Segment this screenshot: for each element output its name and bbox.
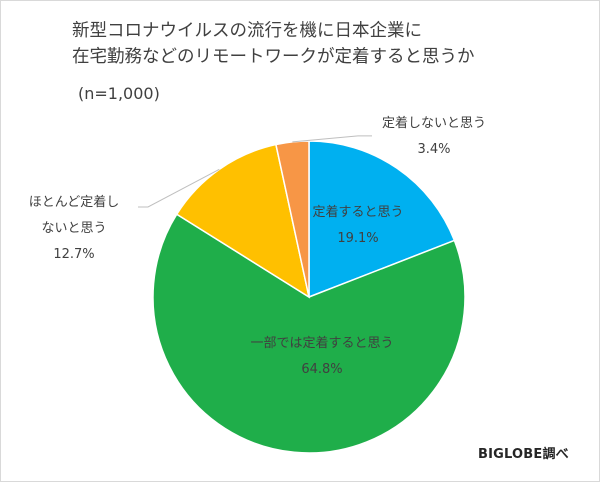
- slice-label-hotondo-teichaku-shinai-line-2: ないと思う: [41, 221, 106, 236]
- sample-size-note: (n=1,000): [78, 84, 160, 103]
- slice-value-teichaku-suru: 19.1%: [337, 231, 378, 246]
- pie-slice-hotondo-teichaku-shinai: [175, 143, 311, 299]
- chart-title: 新型コロナウイルスの流行を機に日本企業に 在宅勤務などのリモートワークが定着する…: [72, 18, 475, 70]
- slice-label-teichaku-suru: 定着すると思う: [312, 204, 403, 220]
- chart-title-line-1: 新型コロナウイルスの流行を機に日本企業に: [72, 21, 422, 41]
- pie-slice-teichaku-suru: [308, 140, 456, 299]
- slice-label-teichaku-shinai: 定着しないと思う: [382, 115, 486, 131]
- slice-label-hotondo-teichaku-shinai-line-1: ほとんど定着し: [29, 194, 120, 210]
- pie-slice-ichibu-teichaku: [152, 213, 466, 454]
- slice-label-ichibu-teichaku: 一部では定着すると思う: [250, 335, 393, 351]
- leader-line-teichaku-shinai: [292, 135, 372, 143]
- leader-line-hotondo-teichaku-shinai: [138, 168, 220, 208]
- source-credit: BIGLOBE調べ: [478, 447, 569, 462]
- slice-value-teichaku-shinai: 3.4%: [417, 142, 450, 157]
- chart-title-line-2: 在宅勤務などのリモートワークが定着すると思うか: [72, 47, 475, 67]
- slice-value-ichibu-teichaku: 64.8%: [301, 362, 342, 377]
- slice-value-hotondo-teichaku-shinai: 12.7%: [53, 247, 94, 262]
